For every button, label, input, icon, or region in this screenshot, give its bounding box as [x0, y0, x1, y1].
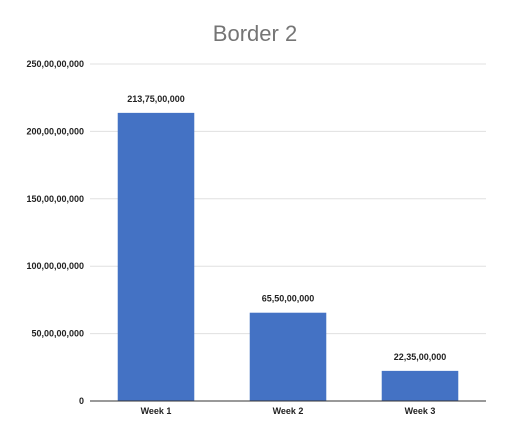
y-tick-label: 0: [79, 396, 84, 406]
data-labels: 213,75,00,000 65,50,00,000 22,35,00,000: [127, 94, 446, 362]
x-tick-label: Week 2: [273, 406, 304, 416]
bar: [381, 370, 459, 401]
y-tick-label: 250,00,00,000: [26, 59, 84, 69]
y-tick-label: 100,00,00,000: [26, 261, 84, 271]
data-label: 213,75,00,000: [127, 94, 185, 104]
bar: [117, 112, 195, 402]
chart-title: Border 2: [213, 21, 297, 46]
x-tick-label: Week 1: [141, 406, 172, 416]
y-tick-label: 50,00,00,000: [31, 329, 84, 339]
bars: [117, 112, 459, 402]
y-tick-label: 150,00,00,000: [26, 194, 84, 204]
data-label: 22,35,00,000: [394, 352, 447, 362]
y-axis-tick-labels: 0 50,00,00,000 100,00,00,000 150,00,00,000 2…: [26, 59, 84, 406]
data-label: 65,50,00,000: [262, 294, 315, 304]
y-tick-label: 200,00,00,000: [26, 126, 84, 136]
x-axis-tick-labels: Week 1 Week 2 Week 3: [141, 406, 436, 416]
x-tick-label: Week 3: [405, 406, 436, 416]
bar: [249, 312, 327, 401]
